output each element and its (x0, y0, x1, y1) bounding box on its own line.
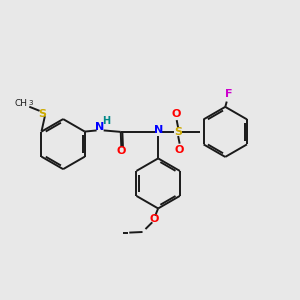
Text: N: N (95, 122, 105, 133)
Text: O: O (175, 145, 184, 154)
Text: N: N (154, 125, 163, 135)
Text: S: S (38, 109, 46, 119)
Text: F: F (225, 89, 233, 100)
Text: CH: CH (15, 99, 28, 108)
Text: 3: 3 (28, 100, 33, 106)
Text: O: O (117, 146, 126, 156)
Text: S: S (174, 127, 182, 137)
Text: H: H (102, 116, 110, 126)
Text: O: O (149, 214, 158, 224)
Text: O: O (172, 109, 182, 119)
